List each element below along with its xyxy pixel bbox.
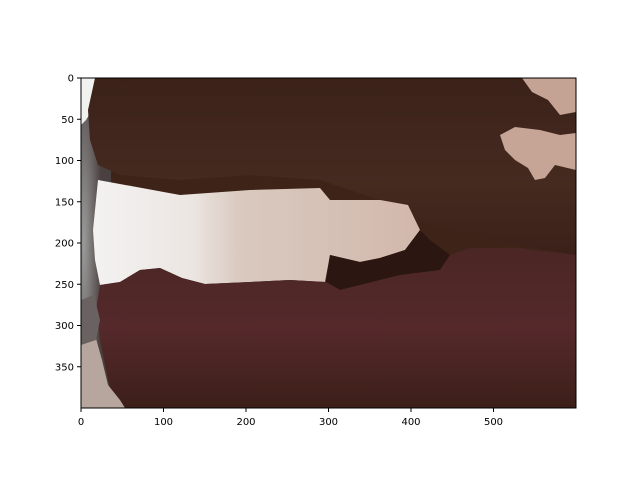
x-tick-label: 500: [484, 417, 503, 428]
x-axis: 0 100 200 300 400 500: [78, 408, 503, 428]
x-tick-label: 400: [401, 417, 420, 428]
y-tick-label: 350: [55, 362, 74, 373]
y-tick-label: 150: [55, 197, 74, 208]
y-tick-label: 250: [55, 280, 74, 291]
y-axis: 0 50 100 150 200 250 300 350: [55, 74, 81, 373]
x-tick-label: 300: [319, 417, 338, 428]
photo-image: [81, 78, 576, 408]
y-tick-label: 300: [55, 321, 74, 332]
y-tick-label: 0: [68, 74, 74, 85]
y-tick-label: 50: [61, 115, 74, 126]
x-tick-label: 100: [154, 417, 173, 428]
y-tick-label: 100: [55, 156, 74, 167]
y-tick-label: 200: [55, 239, 74, 250]
x-tick-label: 200: [236, 417, 255, 428]
x-tick-label: 0: [78, 417, 84, 428]
